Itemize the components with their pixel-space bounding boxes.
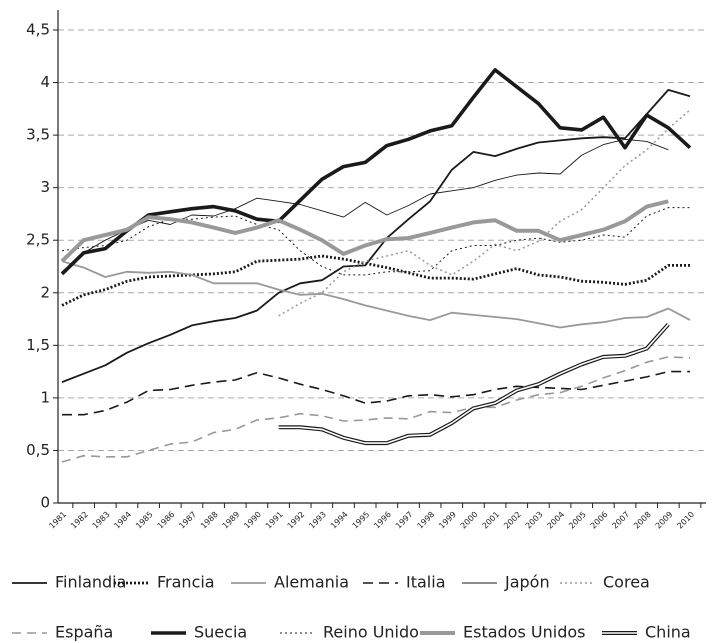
x-tick-label: 1984	[112, 510, 133, 531]
x-tick-label: 1999	[437, 510, 458, 531]
x-tick-label: 2007	[610, 510, 631, 531]
x-tick-label: 1986	[156, 510, 177, 531]
x-tick-label: 1995	[351, 510, 372, 531]
legend-label: China	[645, 623, 691, 642]
series-line	[61, 89, 691, 383]
y-tick-label: 0	[40, 494, 50, 512]
x-tick-label: 2010	[675, 510, 696, 531]
x-tick-label: 2001	[481, 510, 502, 531]
x-tick-label: 2008	[632, 510, 653, 531]
y-tick-label: 4	[40, 73, 50, 91]
y-tick-label: 4,5	[26, 21, 50, 39]
x-tick-label: 1989	[221, 510, 242, 531]
x-tick-label: 2005	[567, 510, 588, 531]
x-tick-label: 2004	[545, 510, 566, 531]
x-tick-label: 1983	[91, 510, 112, 531]
y-tick-label: 3	[40, 178, 50, 196]
series-line-inner	[278, 323, 669, 444]
legend-label: España	[55, 623, 113, 642]
x-tick-label: 1998	[416, 510, 437, 531]
legend-label: Corea	[603, 573, 650, 592]
x-tick-label: 2003	[524, 510, 545, 531]
legend-label: Reino Unido	[323, 623, 419, 642]
x-tick-label: 1994	[329, 510, 350, 531]
legend-label: Francia	[157, 573, 215, 592]
x-tick-label: 2006	[589, 510, 610, 531]
legend-label: Suecia	[194, 623, 247, 642]
legend-label: Japón	[504, 573, 550, 592]
legend-label: Alemania	[274, 573, 349, 592]
x-tick-label: 1993	[307, 510, 328, 531]
series-line	[61, 254, 690, 307]
y-tick-label: 1	[40, 388, 50, 406]
series-line	[60, 68, 692, 276]
x-tick-label: 1981	[47, 510, 68, 531]
series-line	[62, 370, 690, 416]
series-line	[61, 356, 691, 463]
x-tick-label: 1992	[286, 510, 307, 531]
series-line	[61, 260, 691, 329]
legend-label: Italia	[406, 573, 446, 592]
y-tick-label: 2,5	[26, 231, 50, 249]
x-tick-label: 1991	[264, 510, 285, 531]
x-tick-label: 1988	[199, 510, 220, 531]
y-tick-label: 0,5	[26, 441, 50, 459]
x-tick-label: 1997	[394, 510, 415, 531]
series-line	[61, 138, 669, 273]
y-tick-label: 3,5	[26, 126, 50, 144]
x-tick-label: 2002	[502, 510, 523, 531]
x-tick-label: 1987	[177, 510, 198, 531]
y-tick-label: 2	[40, 283, 50, 301]
series-line	[60, 199, 669, 263]
x-tick-label: 1982	[69, 510, 90, 531]
x-tick-label: 1990	[242, 510, 263, 531]
x-tick-label: 2009	[654, 510, 675, 531]
y-tick-label: 1,5	[26, 336, 50, 354]
x-tick-label: 1996	[372, 510, 393, 531]
legend-label: Estados Unidos	[463, 623, 585, 642]
legend-label: Finlandia	[55, 573, 126, 592]
x-tick-label: 2000	[459, 510, 480, 531]
x-tick-label: 1985	[134, 510, 155, 531]
